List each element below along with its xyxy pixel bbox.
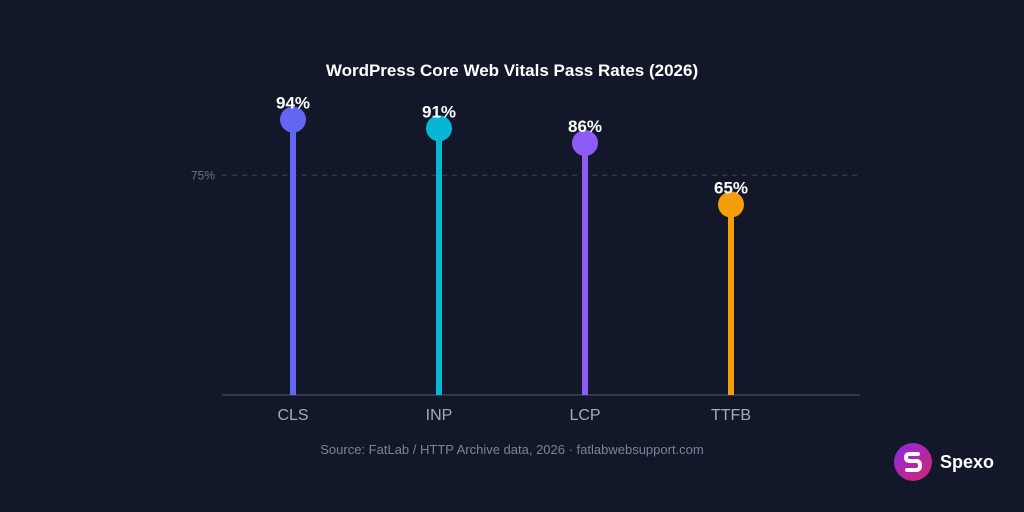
brand-name: Spexo: [940, 451, 995, 472]
data-label-cls: 94%: [276, 94, 310, 113]
brand-badge: Spexo: [894, 443, 994, 481]
point-ttfb: [718, 191, 744, 218]
source-note: Source: FatLab / HTTP Archive data, 2026…: [320, 442, 704, 457]
data-label-ttfb: 65%: [714, 179, 748, 198]
data-label-inp: 91%: [422, 102, 456, 121]
data-label-lcp: 86%: [568, 117, 602, 136]
x-tick-label-ttfb: TTFB: [711, 407, 751, 424]
spexo-logo-icon: [894, 443, 932, 481]
point-lcp: [572, 130, 598, 157]
x-tick-label-cls: CLS: [277, 407, 308, 424]
point-inp: [426, 115, 452, 142]
reference-line-label: 75%: [191, 168, 215, 182]
point-cls: [280, 106, 306, 133]
chart-title: WordPress Core Web Vitals Pass Rates (20…: [325, 61, 699, 80]
x-tick-label-lcp: LCP: [569, 407, 600, 424]
x-tick-label-inp: INP: [426, 407, 453, 424]
